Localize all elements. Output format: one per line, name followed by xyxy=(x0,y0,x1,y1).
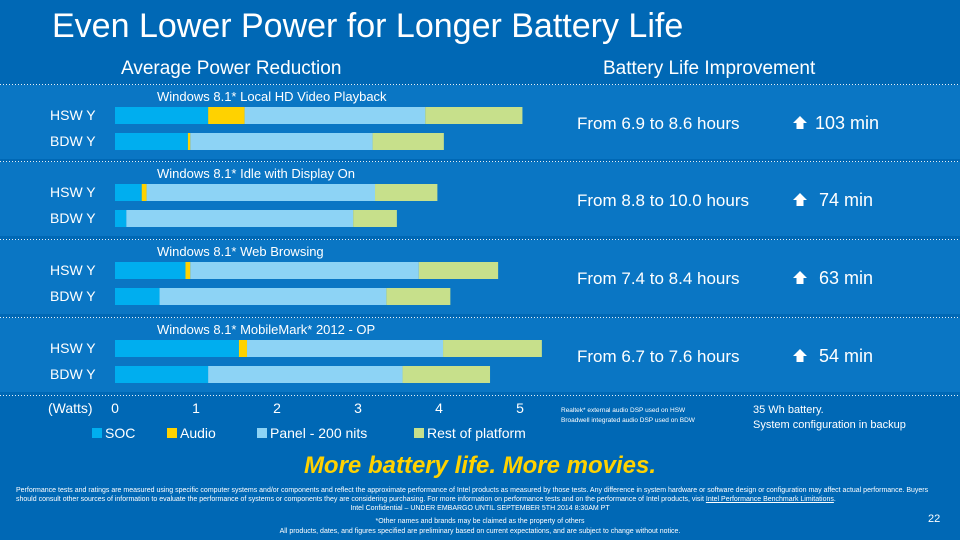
bar-segment xyxy=(208,366,403,383)
row-label: HSW Y xyxy=(50,107,96,123)
disclaimer-text: Performance tests and ratings are measur… xyxy=(16,487,929,503)
row-label: BDW Y xyxy=(50,133,96,149)
row-label: BDW Y xyxy=(50,366,96,382)
up-arrow-icon xyxy=(793,349,807,362)
x-tick-label: 0 xyxy=(111,400,119,416)
disclaimer: Performance tests and ratings are measur… xyxy=(16,486,942,504)
bar-segment xyxy=(402,366,491,383)
trademark-line: *Other names and brands may be claimed a… xyxy=(375,518,585,525)
bar-segment xyxy=(375,184,438,201)
row-label: BDW Y xyxy=(50,288,96,304)
bar-segment xyxy=(443,340,542,357)
bar-segment xyxy=(115,262,186,279)
bar-segment xyxy=(190,133,373,150)
section-title: Windows 8.1* MobileMark* 2012 - OP xyxy=(157,322,375,337)
bar-segment xyxy=(115,366,209,383)
legend-label: Audio xyxy=(180,425,216,441)
x-tick-label: 1 xyxy=(192,400,200,416)
row-label: BDW Y xyxy=(50,210,96,226)
audio-note-hsw: Realtek* external audio DSP used on HSW xyxy=(561,407,686,414)
section-title: Windows 8.1* Idle with Display On xyxy=(157,166,355,181)
page-number: 22 xyxy=(928,513,941,525)
axis-unit: (Watts) xyxy=(48,400,93,416)
battery-improvement: From 7.4 to 8.4 hours xyxy=(577,269,740,288)
battery-improvement: From 8.8 to 10.0 hours xyxy=(577,191,749,210)
x-tick-label: 3 xyxy=(354,400,362,416)
x-tick-label: 2 xyxy=(273,400,281,416)
tagline: More battery life. More movies. xyxy=(303,452,657,479)
row-label: HSW Y xyxy=(50,340,96,356)
bar-segment xyxy=(353,210,397,227)
right-column-header: Battery Life Improvement xyxy=(603,58,816,79)
row-label: HSW Y xyxy=(50,184,96,200)
section-title: Windows 8.1* Web Browsing xyxy=(157,244,324,259)
config-note: System configuration in backup xyxy=(753,419,906,431)
minutes-gained: 74 min xyxy=(819,190,873,210)
bar-segment xyxy=(115,133,188,150)
confidential-line: Intel Confidential – UNDER EMBARGO UNTIL… xyxy=(350,505,610,512)
legend-swatch xyxy=(257,428,267,438)
bar-segment xyxy=(115,184,142,201)
bar-segment xyxy=(146,184,376,201)
battery-improvement: From 6.7 to 7.6 hours xyxy=(577,347,740,366)
bar-segment xyxy=(126,210,354,227)
bar-segment xyxy=(372,133,444,150)
bar-segment xyxy=(386,288,451,305)
bar-segment xyxy=(159,288,387,305)
battery-improvement: From 6.9 to 8.6 hours xyxy=(577,114,740,133)
bar-segment xyxy=(208,107,245,124)
legend-swatch xyxy=(167,428,177,438)
x-tick-label: 5 xyxy=(516,400,524,416)
up-arrow-icon xyxy=(793,193,807,206)
legend-label: Rest of platform xyxy=(427,425,526,441)
bar-segment xyxy=(418,262,499,279)
preliminary-line: All products, dates, and figures specifi… xyxy=(279,528,681,535)
bar-segment xyxy=(115,340,239,357)
bar-segment xyxy=(247,340,444,357)
bar-segment xyxy=(425,107,523,124)
battery-note: 35 Wh battery. xyxy=(753,404,824,416)
minutes-gained: 103 min xyxy=(815,113,879,133)
bar-segment xyxy=(141,184,147,201)
bar-segment xyxy=(115,107,209,124)
up-arrow-icon xyxy=(793,271,807,284)
bar-segment xyxy=(115,288,160,305)
x-tick-label: 4 xyxy=(435,400,443,416)
slide-title: Even Lower Power for Longer Battery Life xyxy=(52,7,684,45)
audio-note-bdw: Broadwell integrated audio DSP used on B… xyxy=(561,417,695,424)
bar-segment xyxy=(190,262,419,279)
benchmark-link[interactable]: Intel Performance Benchmark Limitations xyxy=(705,496,834,503)
bar-segment xyxy=(244,107,426,124)
legend-label: Panel - 200 nits xyxy=(270,425,367,441)
up-arrow-icon xyxy=(793,116,807,129)
bar-segment xyxy=(185,262,191,279)
row-label: HSW Y xyxy=(50,262,96,278)
legend-swatch xyxy=(92,428,102,438)
legend-label: SOC xyxy=(105,425,135,441)
bar-segment xyxy=(187,133,191,150)
bar-segment xyxy=(115,210,127,227)
bar-segment xyxy=(238,340,248,357)
section-title: Windows 8.1* Local HD Video Playback xyxy=(157,89,387,104)
minutes-gained: 54 min xyxy=(819,346,873,366)
disclaimer-period: . xyxy=(833,496,836,503)
minutes-gained: 63 min xyxy=(819,268,873,288)
left-column-header: Average Power Reduction xyxy=(121,58,342,79)
legend-swatch xyxy=(414,428,424,438)
